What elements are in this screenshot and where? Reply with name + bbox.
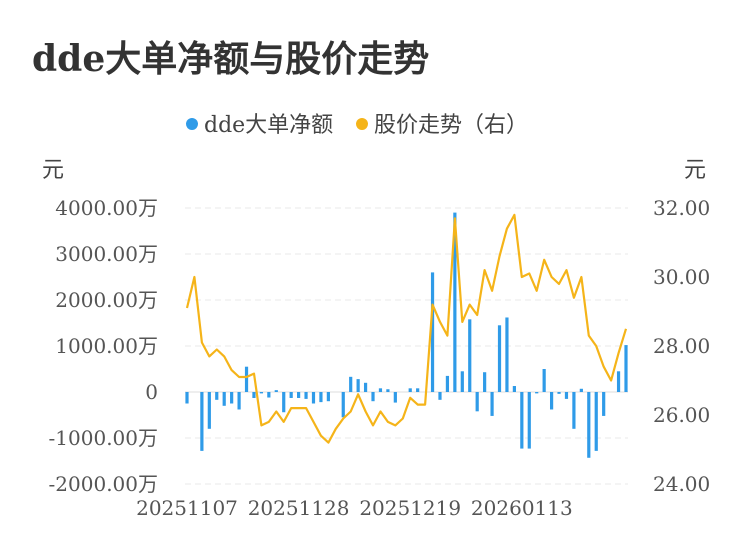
bar[interactable] [460, 371, 464, 392]
bar[interactable] [527, 392, 531, 449]
left-tick-label: 1000.00万 [55, 334, 158, 358]
bar[interactable] [222, 392, 226, 406]
left-axis-unit: 元 [42, 158, 64, 183]
bar[interactable] [542, 369, 546, 392]
bar[interactable] [282, 392, 286, 413]
bar[interactable] [564, 392, 569, 399]
left-tick-label: -2000.00万 [49, 472, 158, 496]
grid-lines [185, 207, 628, 485]
bar[interactable] [311, 392, 316, 404]
left-axis-labels: 4000.00万 3000.00万 2000.00万 1000.00万 0 -1000.0… [49, 196, 158, 496]
bar[interactable] [490, 392, 494, 416]
legend-label-dde: dde大单净额 [204, 113, 333, 138]
x-tick-label: 20260113 [471, 496, 573, 520]
legend-label-price: 股价走势（右） [374, 113, 528, 138]
bar[interactable] [616, 371, 621, 392]
bar[interactable] [497, 325, 502, 392]
bar[interactable] [267, 392, 271, 398]
bar[interactable] [505, 317, 509, 392]
bar[interactable] [378, 388, 383, 392]
left-tick-label: 2000.00万 [55, 288, 158, 312]
x-tick-label: 20251128 [248, 496, 350, 520]
bar[interactable] [326, 392, 330, 402]
bar[interactable] [230, 392, 234, 404]
bar[interactable] [386, 389, 390, 392]
x-tick-label: 20251107 [136, 496, 238, 520]
bar[interactable] [207, 392, 211, 429]
x-axis-labels: 20251107 20251128 20251219 20260113 [136, 496, 573, 520]
bar[interactable] [349, 376, 353, 392]
bar[interactable] [356, 379, 360, 392]
right-tick-label: 28.00 [653, 334, 710, 358]
bar[interactable] [579, 388, 583, 392]
bar[interactable] [549, 392, 554, 410]
x-tick-label: 20251219 [359, 496, 461, 520]
bar[interactable] [408, 388, 412, 392]
bar[interactable] [244, 366, 249, 392]
bar[interactable] [445, 375, 450, 392]
price-line[interactable] [185, 213, 628, 444]
bar[interactable] [512, 386, 516, 392]
right-tick-label: 26.00 [653, 403, 710, 427]
bar[interactable] [185, 392, 189, 404]
bar[interactable] [475, 392, 479, 412]
bar[interactable] [371, 392, 375, 402]
bar[interactable] [252, 392, 256, 398]
left-tick-label: 4000.00万 [55, 196, 158, 220]
right-axis-unit: 元 [684, 158, 706, 183]
bar[interactable] [363, 382, 368, 392]
bar[interactable] [602, 392, 606, 416]
bar[interactable] [341, 392, 345, 418]
bar[interactable] [535, 392, 539, 394]
bar[interactable] [274, 390, 278, 392]
legend-marker-price [356, 118, 368, 130]
bar[interactable] [393, 392, 397, 403]
left-tick-label: 3000.00万 [55, 242, 158, 266]
bar[interactable] [289, 392, 293, 398]
bar[interactable] [572, 392, 576, 429]
bar[interactable] [594, 392, 598, 451]
bar[interactable] [304, 392, 308, 399]
bar[interactable] [319, 392, 323, 403]
right-axis-labels: 32.00 30.00 28.00 26.00 24.00 [653, 196, 710, 496]
chart-title: dde大单净额与股价走势 [32, 38, 430, 80]
bar[interactable] [438, 392, 442, 400]
bar[interactable] [237, 392, 241, 410]
bar[interactable] [259, 392, 264, 394]
bar[interactable] [520, 392, 524, 449]
bar-series [185, 212, 628, 458]
left-tick-label: 0 [145, 380, 158, 404]
right-tick-label: 30.00 [653, 265, 710, 289]
bar[interactable] [430, 272, 435, 392]
bar[interactable] [453, 212, 457, 392]
bar[interactable] [557, 392, 561, 394]
bar[interactable] [483, 372, 487, 392]
legend[interactable]: dde大单净额 股价走势（右） [186, 113, 528, 138]
bar[interactable] [468, 319, 472, 392]
bar[interactable] [200, 392, 204, 451]
bar[interactable] [297, 392, 301, 398]
right-tick-label: 24.00 [653, 472, 710, 496]
right-tick-label: 32.00 [653, 196, 710, 220]
legend-marker-dde [186, 118, 198, 130]
line-series [185, 213, 628, 444]
bar[interactable] [624, 345, 628, 392]
bar[interactable] [215, 392, 219, 400]
bar[interactable] [416, 388, 420, 392]
bar[interactable] [587, 392, 591, 458]
left-tick-label: -1000.00万 [49, 426, 158, 450]
